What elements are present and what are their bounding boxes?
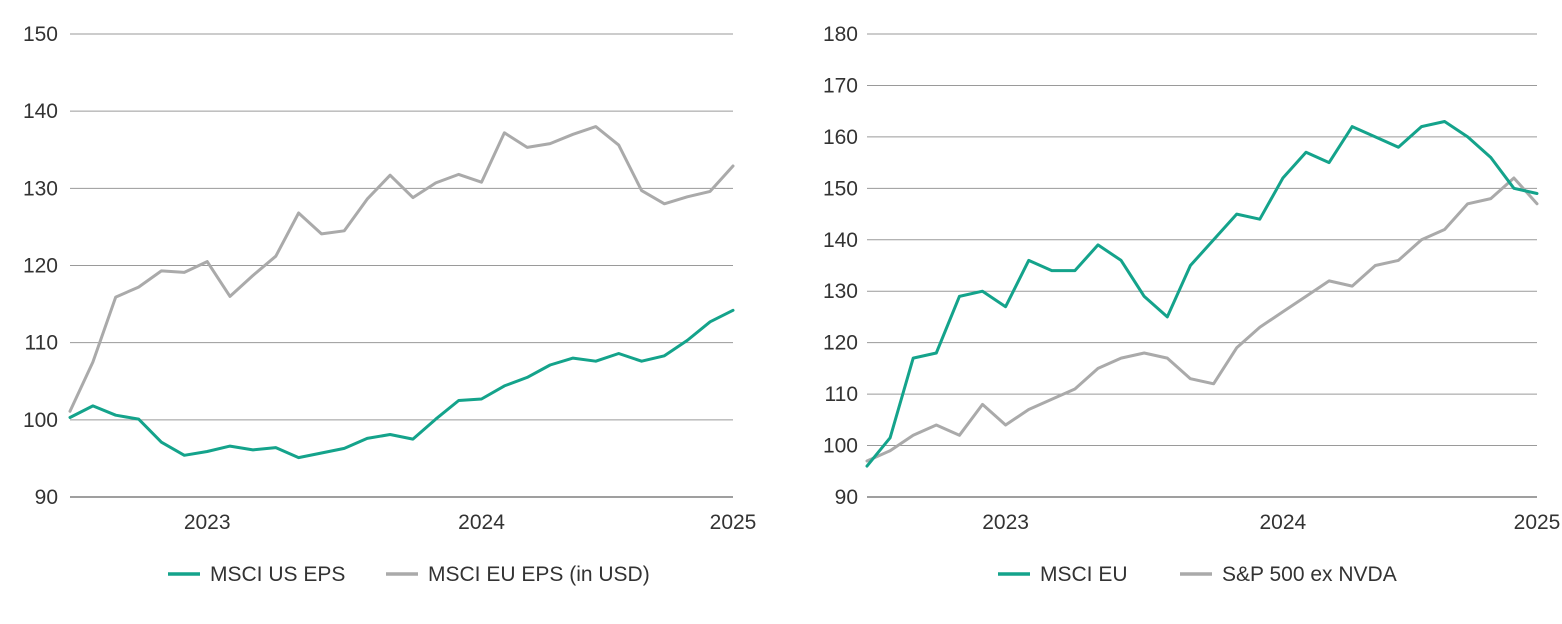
- y-tick-label: 120: [823, 332, 858, 355]
- y-tick-label: 130: [23, 177, 58, 200]
- x-tick-label: 2025: [710, 511, 757, 534]
- y-tick-label: 150: [23, 23, 58, 46]
- series-line-msci-eu: [865, 120, 1539, 468]
- x-tick-label: 2023: [982, 511, 1029, 534]
- legend-item: MSCI EU EPS (in USD): [386, 563, 650, 586]
- y-tick-label: 110: [825, 383, 858, 406]
- legend-label: MSCI EU: [1040, 563, 1128, 586]
- y-tick-label: 130: [823, 280, 858, 303]
- x-tick-label: 2024: [1260, 511, 1307, 534]
- y-tick-label: 170: [823, 74, 858, 97]
- series-line-msci-us-eps: [68, 308, 735, 460]
- legend-item: MSCI US EPS: [168, 563, 345, 586]
- y-tick-label: 90: [835, 486, 858, 509]
- y-tick-label: 140: [23, 100, 58, 123]
- legend-label: MSCI US EPS: [210, 563, 345, 586]
- series-line-s-p-500-ex-nvda: [865, 176, 1539, 463]
- y-tick-label: 110: [25, 332, 58, 355]
- legend-label: MSCI EU EPS (in USD): [428, 563, 650, 586]
- y-tick-label: 100: [823, 435, 858, 458]
- legend-item: S&P 500 ex NVDA: [1180, 563, 1397, 586]
- y-tick-label: 140: [823, 229, 858, 252]
- chart-2: 90 100 110 120 130 140 150 160 170 180 2023 2024 202…: [823, 23, 1560, 586]
- y-tick-label: 160: [823, 126, 858, 149]
- legend-label: S&P 500 ex NVDA: [1222, 563, 1397, 586]
- y-tick-label: 100: [23, 409, 58, 432]
- x-tick-label: 2023: [184, 511, 231, 534]
- legend-item: MSCI EU: [998, 563, 1128, 586]
- y-tick-label: 90: [35, 486, 58, 509]
- x-tick-label: 2025: [1514, 511, 1561, 534]
- series-line-msci-eu-eps-in-usd: [68, 125, 735, 413]
- y-tick-label: 150: [823, 177, 858, 200]
- chart-1: 90 100 110 120 130 140 150 2023 2024 2025 MSCI US …: [23, 23, 756, 586]
- x-tick-label: 2024: [458, 511, 505, 534]
- y-tick-label: 180: [823, 23, 858, 46]
- y-tick-label: 120: [23, 255, 58, 278]
